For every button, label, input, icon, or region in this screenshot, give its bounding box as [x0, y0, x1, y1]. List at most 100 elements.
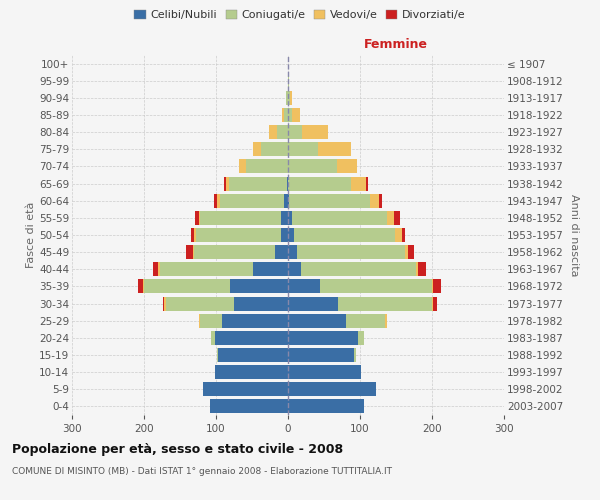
- Bar: [395, 228, 402, 242]
- Bar: [260, 142, 288, 156]
- Bar: [338, 296, 432, 310]
- Bar: [402, 228, 406, 242]
- Bar: [199, 211, 200, 225]
- Bar: [366, 176, 368, 190]
- Bar: [404, 245, 408, 259]
- Bar: [194, 228, 196, 242]
- Bar: [230, 280, 288, 293]
- Bar: [416, 262, 418, 276]
- Bar: [253, 142, 260, 156]
- Bar: [166, 296, 234, 310]
- Text: COMUNE DI MISINTO (MB) - Dati ISTAT 1° gennaio 2008 - Elaborazione TUTTITALIA.IT: COMUNE DI MISINTO (MB) - Dati ISTAT 1° g…: [12, 468, 392, 476]
- Bar: [144, 280, 230, 293]
- Bar: [288, 74, 289, 88]
- Bar: [214, 194, 217, 207]
- Bar: [220, 194, 284, 207]
- Bar: [337, 160, 357, 173]
- Bar: [284, 108, 288, 122]
- Bar: [379, 194, 382, 207]
- Bar: [191, 228, 194, 242]
- Bar: [215, 365, 288, 379]
- Bar: [196, 228, 281, 242]
- Bar: [302, 125, 328, 139]
- Bar: [288, 176, 352, 190]
- Bar: [239, 160, 246, 173]
- Bar: [288, 125, 302, 139]
- Bar: [269, 125, 277, 139]
- Bar: [200, 211, 281, 225]
- Bar: [432, 280, 433, 293]
- Text: Femmine: Femmine: [364, 38, 428, 52]
- Bar: [281, 211, 288, 225]
- Bar: [199, 314, 200, 328]
- Text: Popolazione per età, sesso e stato civile - 2008: Popolazione per età, sesso e stato civil…: [12, 442, 343, 456]
- Bar: [288, 108, 292, 122]
- Bar: [418, 262, 425, 276]
- Bar: [294, 228, 395, 242]
- Bar: [296, 245, 404, 259]
- Bar: [290, 91, 292, 105]
- Bar: [160, 262, 253, 276]
- Bar: [288, 211, 292, 225]
- Bar: [354, 348, 356, 362]
- Bar: [385, 314, 386, 328]
- Bar: [152, 262, 158, 276]
- Bar: [229, 176, 287, 190]
- Bar: [143, 280, 144, 293]
- Bar: [275, 245, 288, 259]
- Bar: [284, 194, 288, 207]
- Bar: [194, 245, 275, 259]
- Bar: [211, 331, 215, 345]
- Bar: [138, 280, 143, 293]
- Bar: [203, 382, 288, 396]
- Bar: [288, 142, 318, 156]
- Bar: [289, 194, 370, 207]
- Bar: [186, 245, 193, 259]
- Bar: [234, 296, 288, 310]
- Bar: [288, 280, 320, 293]
- Bar: [195, 211, 199, 225]
- Bar: [292, 108, 300, 122]
- Bar: [222, 314, 288, 328]
- Bar: [164, 296, 166, 310]
- Bar: [210, 400, 288, 413]
- Bar: [217, 348, 218, 362]
- Y-axis label: Anni di nascita: Anni di nascita: [569, 194, 579, 276]
- Bar: [288, 228, 294, 242]
- Bar: [394, 211, 400, 225]
- Bar: [352, 176, 366, 190]
- Bar: [215, 331, 288, 345]
- Bar: [288, 160, 337, 173]
- Bar: [288, 400, 364, 413]
- Bar: [288, 262, 301, 276]
- Bar: [287, 176, 288, 190]
- Bar: [433, 296, 437, 310]
- Bar: [301, 262, 416, 276]
- Bar: [218, 348, 288, 362]
- Bar: [286, 91, 288, 105]
- Bar: [288, 245, 296, 259]
- Bar: [288, 314, 346, 328]
- Bar: [158, 262, 160, 276]
- Bar: [200, 314, 222, 328]
- Bar: [288, 382, 376, 396]
- Bar: [277, 125, 288, 139]
- Bar: [408, 245, 414, 259]
- Bar: [288, 296, 338, 310]
- Bar: [288, 348, 354, 362]
- Bar: [292, 211, 386, 225]
- Bar: [224, 176, 226, 190]
- Y-axis label: Fasce di età: Fasce di età: [26, 202, 36, 268]
- Bar: [433, 280, 440, 293]
- Bar: [281, 228, 288, 242]
- Bar: [288, 194, 289, 207]
- Bar: [288, 365, 361, 379]
- Bar: [217, 194, 220, 207]
- Bar: [320, 280, 432, 293]
- Bar: [246, 160, 288, 173]
- Bar: [318, 142, 350, 156]
- Bar: [386, 211, 394, 225]
- Bar: [346, 314, 385, 328]
- Bar: [358, 331, 364, 345]
- Bar: [288, 331, 358, 345]
